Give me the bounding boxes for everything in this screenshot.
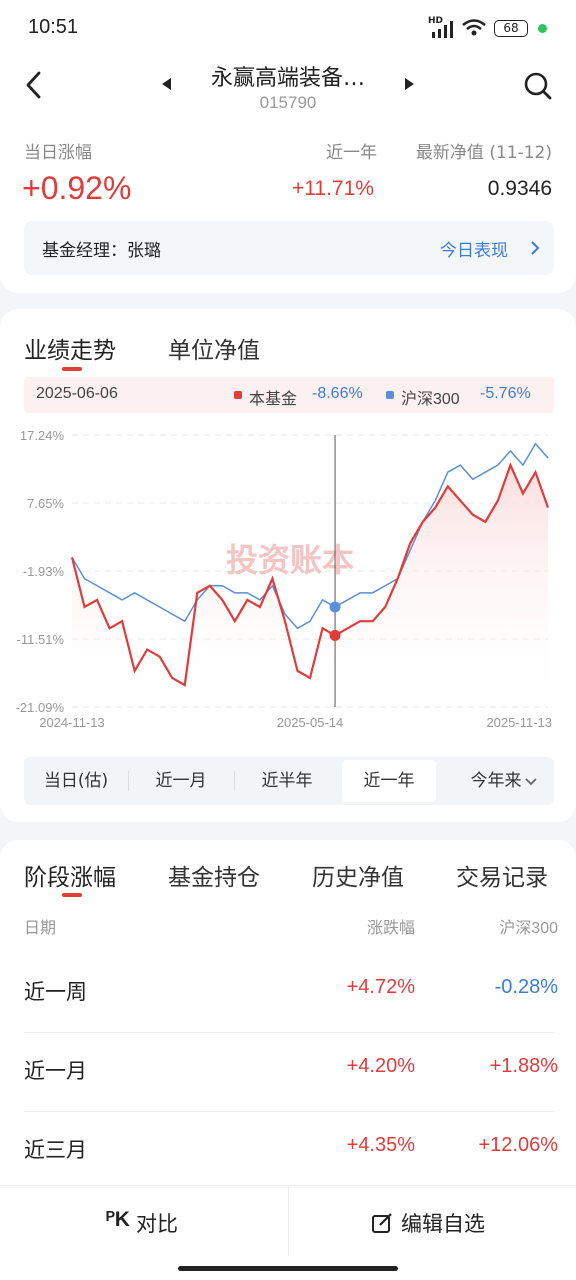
chevron-right-icon (531, 241, 540, 255)
watermark-text: 投资账本 (226, 541, 354, 579)
edit-watchlist-button[interactable]: 编辑自选 (289, 1186, 576, 1256)
pk-compare-button[interactable]: ᴾK 对比 (0, 1186, 288, 1256)
performance-chart[interactable]: 17.24% 7.65% -1.93% -11.51% -21.09% 投资账本 2024-… (0, 421, 576, 743)
home-indicator (178, 1266, 398, 1271)
range-tab-4[interactable]: 今年来 (470, 771, 522, 791)
fund-title: 永赢高端装备… (210, 66, 365, 91)
chart-card: 业绩走势 单位净值 2025-06-06 本基金 -8.66% 沪深300 -5… (0, 309, 576, 822)
back-arrow-icon[interactable] (22, 70, 46, 100)
fund-change-cell: +4.35% (346, 1134, 415, 1156)
manager-row[interactable]: 基金经理：张璐 今日表现 (24, 221, 554, 275)
prev-fund-icon[interactable] (160, 77, 172, 91)
header-fund-change: 涨跌幅 (366, 918, 415, 937)
perf-tab-0[interactable]: 阶段涨幅 (24, 865, 116, 891)
next-fund-icon[interactable] (404, 77, 416, 91)
today-performance-link[interactable]: 今日表现 (440, 241, 508, 261)
table-row[interactable]: 近三月 +4.35% +12.06% (0, 1112, 576, 1185)
hd-indicator: HD (428, 16, 444, 26)
range-tab-3[interactable]: 近一年 (342, 760, 436, 802)
tab-performance-trend[interactable]: 业绩走势 (24, 338, 116, 364)
search-icon[interactable] (522, 70, 554, 102)
perf-tab-2[interactable]: 历史净值 (312, 865, 404, 891)
range-tab-separator (128, 771, 129, 791)
fund-code: 015790 (259, 93, 317, 112)
fund-cursor-point (329, 629, 341, 641)
index-change-cell: +1.88% (489, 1055, 558, 1077)
y-tick-label: -1.93% (23, 564, 65, 579)
legend-date: 2025-06-06 (36, 385, 118, 402)
day-change-value: +0.92% (22, 170, 132, 206)
year-change-value: +11.71% (292, 177, 374, 200)
header: 永赢高端装备… 015790 (0, 56, 576, 128)
x-tick-label: 2025-05-14 (277, 715, 344, 730)
x-tick-label: 2024-11-13 (39, 715, 105, 730)
period-cell: 近三月 (24, 1138, 87, 1162)
range-tab-2[interactable]: 近半年 (261, 771, 313, 791)
fund-change-cell: +4.20% (346, 1055, 415, 1077)
index-change-cell: -0.28% (494, 976, 558, 998)
manager-text: 基金经理：张璐 (42, 241, 161, 261)
bottom-divider (288, 1186, 289, 1256)
status-bar: 10:51 HD 68 (0, 0, 576, 56)
performance-card: 阶段涨幅 基金持仓 历史净值 交易记录 日期 涨跌幅 沪深300 近一周 +4.72% -… (0, 840, 576, 1185)
index-series-line (71, 442, 549, 630)
chart-legend-bar: 2025-06-06 本基金 -8.66% 沪深300 -5.76% (24, 377, 554, 413)
perf-tab-indicator (62, 893, 82, 897)
pk-compare-label: 对比 (136, 1212, 178, 1236)
x-tick-label: 2025-11-13 (486, 715, 552, 730)
index-cursor-point (329, 601, 341, 613)
year-change-label: 近一年 (326, 143, 377, 163)
chevron-down-icon (525, 778, 537, 786)
day-change-label: 当日涨幅 (24, 143, 92, 163)
pk-icon: ᴾK (106, 1208, 130, 1231)
legend-index-label: 沪深300 (401, 391, 460, 408)
status-time: 10:51 (28, 16, 79, 38)
y-tick-label: -21.09% (16, 700, 65, 715)
legend-fund-value: -8.66% (312, 385, 363, 402)
y-tick-label: 7.65% (27, 496, 64, 511)
header-index-change: 沪深300 (499, 920, 558, 937)
fund-area (72, 465, 548, 707)
fund-legend-swatch (234, 391, 242, 399)
row-divider (24, 1032, 554, 1033)
perf-tab-3[interactable]: 交易记录 (456, 865, 548, 891)
range-tab-0[interactable]: 当日(估) (43, 771, 109, 791)
period-cell: 近一周 (24, 980, 87, 1004)
range-tab-separator (234, 771, 235, 791)
table-row[interactable]: 近一月 +4.20% +1.88% (0, 1033, 576, 1112)
fund-summary: 当日涨幅 +0.92% 近一年 +11.71% 最新净值 (11-12) 0.9… (0, 128, 576, 293)
tab-unit-nav[interactable]: 单位净值 (168, 338, 260, 364)
battery-level: 68 (503, 21, 519, 35)
range-tab-bar: 当日(估) 近一月 近半年 近一年 今年来 (24, 757, 554, 805)
edit-watchlist-label: 编辑自选 (401, 1212, 485, 1236)
header-period: 日期 (24, 918, 57, 937)
signal-icon (432, 21, 453, 38)
range-tab-1[interactable]: 近一月 (155, 771, 207, 791)
wifi-icon (462, 19, 486, 36)
battery-icon: 68 (494, 20, 528, 37)
fund-change-cell: +4.72% (346, 976, 415, 998)
perf-tab-1[interactable]: 基金持仓 (168, 865, 260, 891)
y-tick-label: 17.24% (20, 428, 65, 443)
edit-icon (372, 1213, 392, 1233)
legend-fund-label: 本基金 (249, 389, 298, 408)
active-tab-indicator (62, 367, 82, 371)
y-tick-label: -11.51% (17, 632, 65, 647)
bottom-action-bar: ᴾK 对比 编辑自选 (0, 1185, 576, 1280)
green-dot-icon (538, 24, 547, 33)
index-legend-swatch (386, 391, 394, 399)
row-divider (24, 1111, 554, 1112)
table-row[interactable]: 近一周 +4.72% -0.28% (0, 954, 576, 1033)
index-change-cell: +12.06% (478, 1134, 558, 1156)
nav-value: 0.9346 (487, 177, 552, 200)
period-cell: 近一月 (24, 1059, 87, 1083)
legend-index-value: -5.76% (480, 385, 531, 402)
nav-label: 最新净值 (11-12) (415, 143, 552, 163)
fund-series-line (70, 462, 550, 687)
